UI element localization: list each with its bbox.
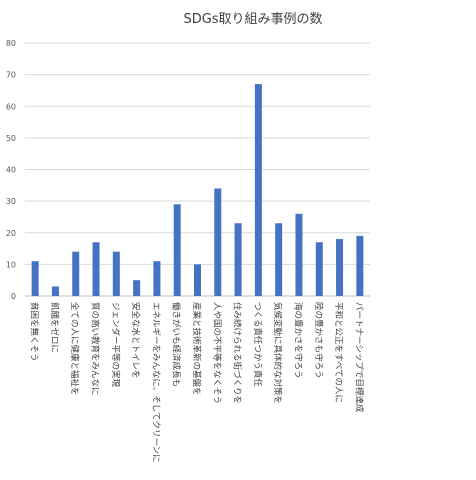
bar: [133, 280, 141, 296]
bar: [254, 84, 262, 296]
x-tick-label: 平和と公正をすべての人に: [333, 302, 343, 403]
y-tick-label: 0: [11, 292, 16, 301]
x-tick-label: ジェンダー平等の実現: [110, 302, 121, 388]
bar: [92, 242, 100, 296]
x-tick-label: 全ての人に健康と福祉を: [69, 302, 80, 396]
chart-title: SDGs取り組み事例の数: [183, 12, 322, 27]
x-tick-label: 海の豊かさを守ろう: [292, 302, 303, 379]
x-tick-label: 産業と技術革新の基盤を: [191, 302, 202, 396]
x-tick-label: 安全な水とトイレを: [130, 302, 141, 379]
x-axis-labels: 貧困を無くそう 飢餓をゼロに 全ての人に健康と福祉を 質の高い教育をみんなに ジェンダー…: [29, 302, 365, 463]
bar: [275, 223, 283, 296]
bar: [315, 242, 323, 296]
y-tick-label: 60: [6, 102, 16, 111]
bar: [173, 204, 181, 296]
y-tick-label: 20: [6, 229, 16, 238]
bar: [214, 188, 222, 296]
bar: [194, 264, 201, 296]
x-tick-label: 質の高い教育をみんなに: [90, 302, 101, 396]
y-tick-label: 10: [6, 260, 16, 269]
bar: [336, 239, 344, 296]
y-tick-label: 50: [6, 134, 16, 143]
bar: [153, 261, 161, 296]
x-tick-label: エネルギーをみんなに、そしてクリーンに: [150, 302, 160, 463]
x-tick-label: 住み続けられる街づくりを: [232, 302, 243, 404]
x-tick-label: 飢餓をゼロに: [49, 302, 60, 353]
bar: [72, 251, 80, 296]
y-tick-label: 40: [6, 166, 16, 175]
x-tick-label: 人や国の不平等をなくそう: [211, 302, 222, 404]
x-tick-label: パートナーシップで目標達成: [353, 302, 364, 413]
bar: [234, 223, 242, 296]
bars: [31, 84, 364, 296]
x-tick-label: 貧困を無くそう: [29, 302, 40, 362]
x-tick-label: 気候変動に具体的な対策を: [272, 302, 283, 404]
bar: [356, 235, 364, 296]
x-tick-label: 働きがいも経済成長も: [171, 302, 182, 387]
bar: [112, 251, 120, 296]
x-tick-label: つくる責任つかう責任: [252, 302, 263, 387]
y-tick-label: 80: [6, 39, 16, 48]
gridlines: [25, 42, 370, 297]
x-tick-label: 陸の豊かさも守ろう: [313, 302, 324, 379]
y-tick-label: 70: [6, 71, 16, 80]
bar: [51, 286, 59, 296]
y-axis-ticks: 0 10 20 30 40 50 60 70 80: [6, 39, 16, 301]
bar: [31, 261, 39, 296]
bar: [295, 213, 303, 296]
y-tick-label: 30: [6, 197, 16, 206]
